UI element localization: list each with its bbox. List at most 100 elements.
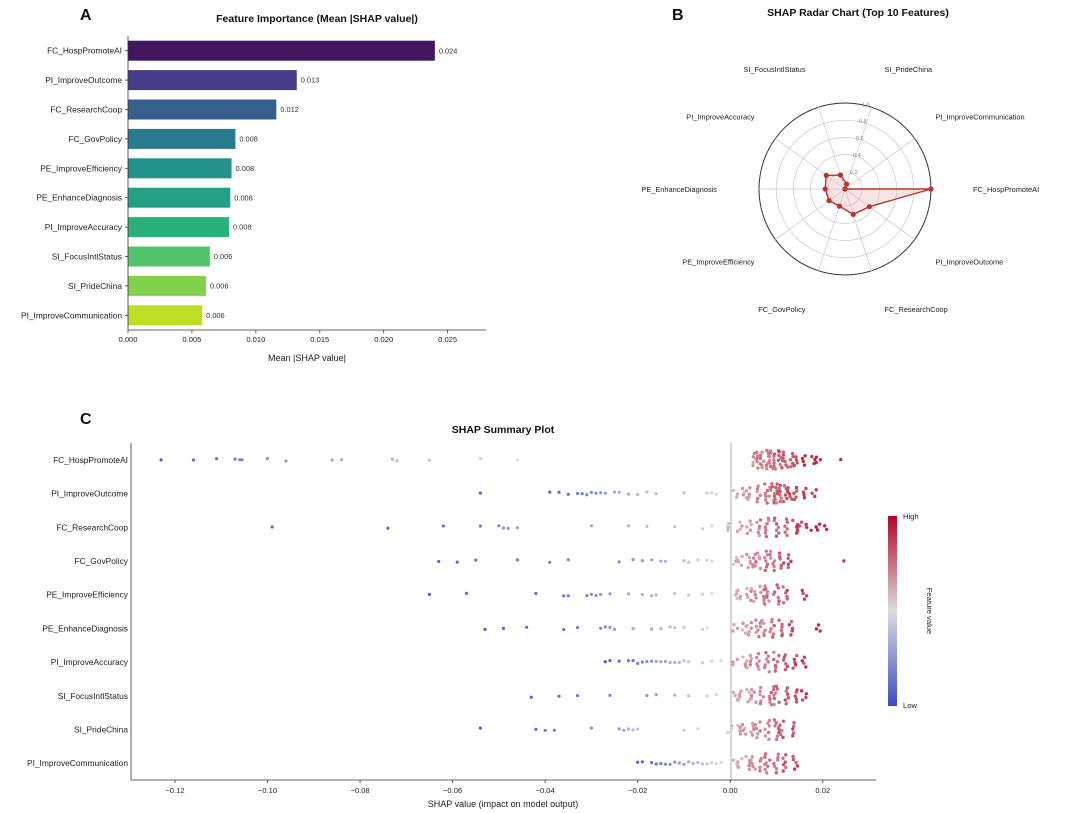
summary-point [768,464,773,469]
summary-point [745,687,749,691]
summary-point [191,458,196,462]
summary-point [757,659,761,663]
summary-point [749,626,753,631]
summary-feature-label: FC_HospPromoteAI [53,455,128,465]
summary-point [710,591,714,595]
summary-point [777,618,781,622]
summary-point [640,592,644,597]
summary-point [772,702,776,707]
summary-point [645,524,649,528]
summary-point [763,568,767,573]
summary-point [763,727,767,731]
summary-x-tick-label: −0.08 [350,786,369,795]
summary-point [534,727,538,731]
summary-point [762,633,766,638]
radar-axis-label: FC_HospPromoteAI [973,185,1039,194]
summary-point [696,760,700,765]
summary-point [761,695,766,699]
summary-point [762,631,766,635]
summary-point [792,491,796,495]
summary-point [763,663,767,667]
summary-point [746,699,750,704]
bar-value-label: 0.008 [236,164,255,173]
summary-point [755,496,760,501]
summary-point [791,455,795,459]
summary-point [787,492,792,496]
summary-point [668,762,672,766]
summary-point [240,458,244,462]
summary-feature-label: PE_ImproveEfficiency [46,590,129,600]
colorbar [888,516,897,706]
summary-point [770,481,774,486]
summary-point [792,720,796,725]
summary-point [788,494,792,499]
summary-point [441,524,445,528]
summary-point [735,492,740,496]
summary-point [501,526,506,530]
summary-point [755,655,759,660]
summary-point [769,703,774,707]
summary-point [645,693,649,698]
summary-point [774,522,779,526]
summary-point [777,700,781,704]
summary-point [710,659,714,663]
summary-point [645,660,649,664]
summary-point [710,761,714,765]
summary-point [756,732,760,736]
summary-point [789,559,793,564]
summary-point [794,690,798,694]
summary-point [753,592,757,597]
summary-point [743,732,748,736]
summary-point [755,520,759,525]
summary-point [784,517,789,521]
bar-x-ticks: 0.000 0.005 0.010 0.015 0.020 0.025 [118,330,457,344]
summary-point [478,524,482,528]
summary-point [768,758,772,762]
summary-point [763,525,768,529]
summary-point [774,528,779,532]
summary-point [736,560,741,564]
summary-point [754,624,759,629]
summary-point [617,727,621,731]
summary-point [758,689,762,693]
summary-point [682,762,686,767]
summary-point [737,695,742,699]
summary-point [773,669,777,673]
summary-point [768,630,772,634]
summary-point [762,594,766,599]
radar-point [826,198,832,204]
summary-point [774,485,778,490]
summary-point [736,765,741,769]
bar-x-tick-label: 0.005 [182,335,201,344]
radar-point [866,204,872,210]
summary-point [803,454,807,458]
summary-point [515,458,519,462]
summary-point [608,658,612,663]
summary-point [455,560,459,564]
summary-point [804,594,809,598]
summary-point [758,584,762,589]
summary-point [478,456,482,461]
summary-point [774,771,779,775]
summary-point [766,721,770,725]
summary-point [749,598,753,602]
summary-point [784,689,788,693]
bar-value-label: 0.013 [301,76,320,85]
summary-point [608,625,612,629]
summary-point [813,494,817,499]
summary-point [748,659,753,664]
summary-point [776,586,780,590]
radar-axis-label: FC_ResearchCoop [885,305,948,314]
radar-point [843,181,850,187]
summary-point [759,590,763,595]
summary-point [749,693,754,698]
summary-point [779,563,784,568]
summary-point [810,491,814,495]
summary-point [748,519,752,523]
summary-point [774,684,779,688]
summary-point [700,627,705,631]
summary-point [750,586,754,591]
summary-point [775,660,780,664]
summary-point [506,526,510,530]
summary-point [770,485,775,489]
